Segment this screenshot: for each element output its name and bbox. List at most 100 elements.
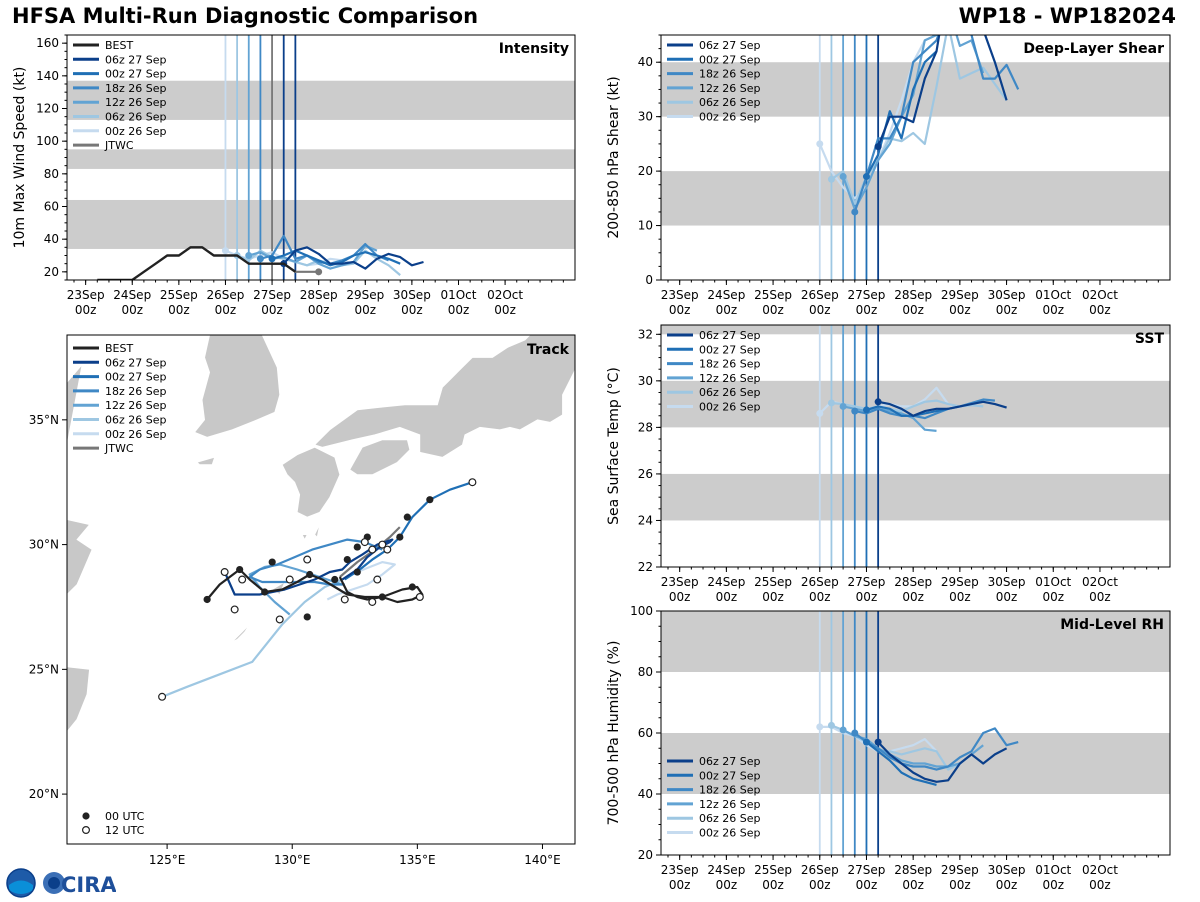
marker-12utc: [230, 605, 239, 614]
x-tick-day: 28Sep: [894, 863, 932, 877]
series-point: [221, 247, 229, 255]
x-tick-day: 29Sep: [941, 575, 979, 589]
marker-legend-12utc: [81, 825, 90, 834]
panel-rh: 2040608010023Sep00z24Sep00z25Sep00z26Sep…: [606, 604, 1171, 892]
axes-frame: [660, 324, 1171, 568]
marker-12utc: [383, 545, 392, 554]
legend-entry: JTWC: [104, 442, 134, 455]
x-tick-day: 26Sep: [207, 288, 245, 302]
y-tick-label: 120: [36, 102, 59, 116]
panel-title: Deep-Layer Shear: [1023, 41, 1164, 57]
marker-12utc: [238, 575, 247, 584]
lat-tick-label: 30°N: [29, 538, 59, 552]
marker-00utc: [378, 593, 386, 601]
series-point: [827, 721, 835, 729]
marker-00utc: [353, 543, 361, 551]
marker-00utc: [403, 513, 411, 521]
marker-00utc: [353, 568, 361, 576]
x-tick-hour: 00z: [902, 878, 924, 892]
lon-tick-label: 125°E: [149, 853, 186, 867]
marker-00utc: [426, 496, 434, 504]
x-tick-day: 26Sep: [801, 288, 839, 302]
legend-entry: 00z 26 Sep: [105, 428, 167, 441]
threshold-band: [661, 473, 1170, 521]
x-tick-day: 24Sep: [113, 288, 151, 302]
plot-area: [661, 611, 1170, 855]
x-tick-day: 30Sep: [988, 575, 1026, 589]
x-tick-hour: 00z: [1042, 590, 1064, 604]
marker-00utc: [306, 570, 314, 579]
x-tick-hour: 00z: [669, 878, 691, 892]
x-tick-day: 25Sep: [754, 863, 792, 877]
x-tick-hour: 00z: [121, 303, 143, 317]
x-tick-hour: 00z: [1042, 878, 1064, 892]
x-tick-hour: 00z: [669, 590, 691, 604]
legend-entry: 12z 26 Sep: [105, 399, 167, 412]
x-tick-day: 29Sep: [941, 863, 979, 877]
x-tick-hour: 00z: [1089, 878, 1111, 892]
x-tick-hour: 00z: [494, 303, 516, 317]
x-tick-hour: 00z: [215, 303, 237, 317]
marker-12utc: [378, 540, 387, 549]
legend-entry: 12z 26 Sep: [105, 96, 167, 109]
x-tick-hour: 00z: [949, 303, 971, 317]
y-tick-label: 40: [638, 787, 653, 801]
lon-tick-label: 135°E: [399, 853, 436, 867]
legend-entry: 00z 27 Sep: [699, 53, 761, 66]
marker-00utc: [303, 613, 311, 621]
marker-12utc: [220, 568, 229, 577]
legend-entry: 00z 27 Sep: [699, 769, 761, 782]
y-tick-label: 32: [638, 327, 653, 341]
landmass-tanegashima: [314, 524, 321, 538]
legend-entry: 06z 27 Sep: [699, 329, 761, 342]
x-tick-hour: 00z: [949, 590, 971, 604]
cira-logo: CIRA: [6, 868, 117, 902]
series-point: [851, 407, 859, 415]
series-line: [866, 405, 949, 417]
series-line: [865, 50, 938, 178]
x-tick-hour: 00z: [669, 303, 691, 317]
threshold-band: [661, 611, 1170, 672]
marker-legend-00utc: [82, 812, 90, 820]
marker-12utc: [360, 538, 369, 547]
x-tick-hour: 00z: [1042, 303, 1064, 317]
x-tick-day: 30Sep: [393, 288, 431, 302]
legend-entry: 12z 26 Sep: [699, 82, 761, 95]
marker-legend-label: 12 UTC: [105, 824, 145, 837]
y-tick-label: 100: [36, 134, 59, 148]
y-tick-label: 20: [44, 265, 59, 279]
series-point: [816, 409, 824, 417]
x-tick-day: 29Sep: [346, 288, 384, 302]
x-tick-day: 26Sep: [801, 863, 839, 877]
storm-id: WP18 - WP182024: [958, 4, 1176, 28]
landmass-honshu: [313, 335, 575, 458]
marker-00utc: [408, 583, 416, 591]
y-tick-label: 20: [638, 164, 653, 178]
x-tick-hour: 00z: [856, 303, 878, 317]
x-tick-hour: 00z: [996, 590, 1018, 604]
x-tick-hour: 00z: [308, 303, 330, 317]
series-point: [874, 398, 882, 406]
x-tick-hour: 00z: [75, 303, 97, 317]
marker-00utc: [261, 588, 269, 596]
threshold-band: [67, 80, 575, 120]
marker-12utc: [368, 597, 377, 606]
series-point: [839, 173, 847, 181]
series-point: [874, 143, 882, 151]
plot-area: [661, 325, 1170, 567]
y-tick-label: 60: [638, 726, 653, 740]
legend-entry: 06z 27 Sep: [699, 755, 761, 768]
x-tick-day: 25Sep: [160, 288, 198, 302]
x-tick-hour: 00z: [762, 878, 784, 892]
y-tick-label: 100: [630, 604, 653, 618]
x-tick-day: 01Oct: [440, 288, 476, 302]
series-point: [827, 175, 835, 183]
marker-legend-label: 00 UTC: [105, 810, 145, 823]
x-tick-day: 02Oct: [1082, 288, 1118, 302]
y-tick-label: 22: [638, 560, 653, 574]
landmass-yakushima: [301, 534, 308, 541]
marker-12utc: [468, 478, 477, 487]
